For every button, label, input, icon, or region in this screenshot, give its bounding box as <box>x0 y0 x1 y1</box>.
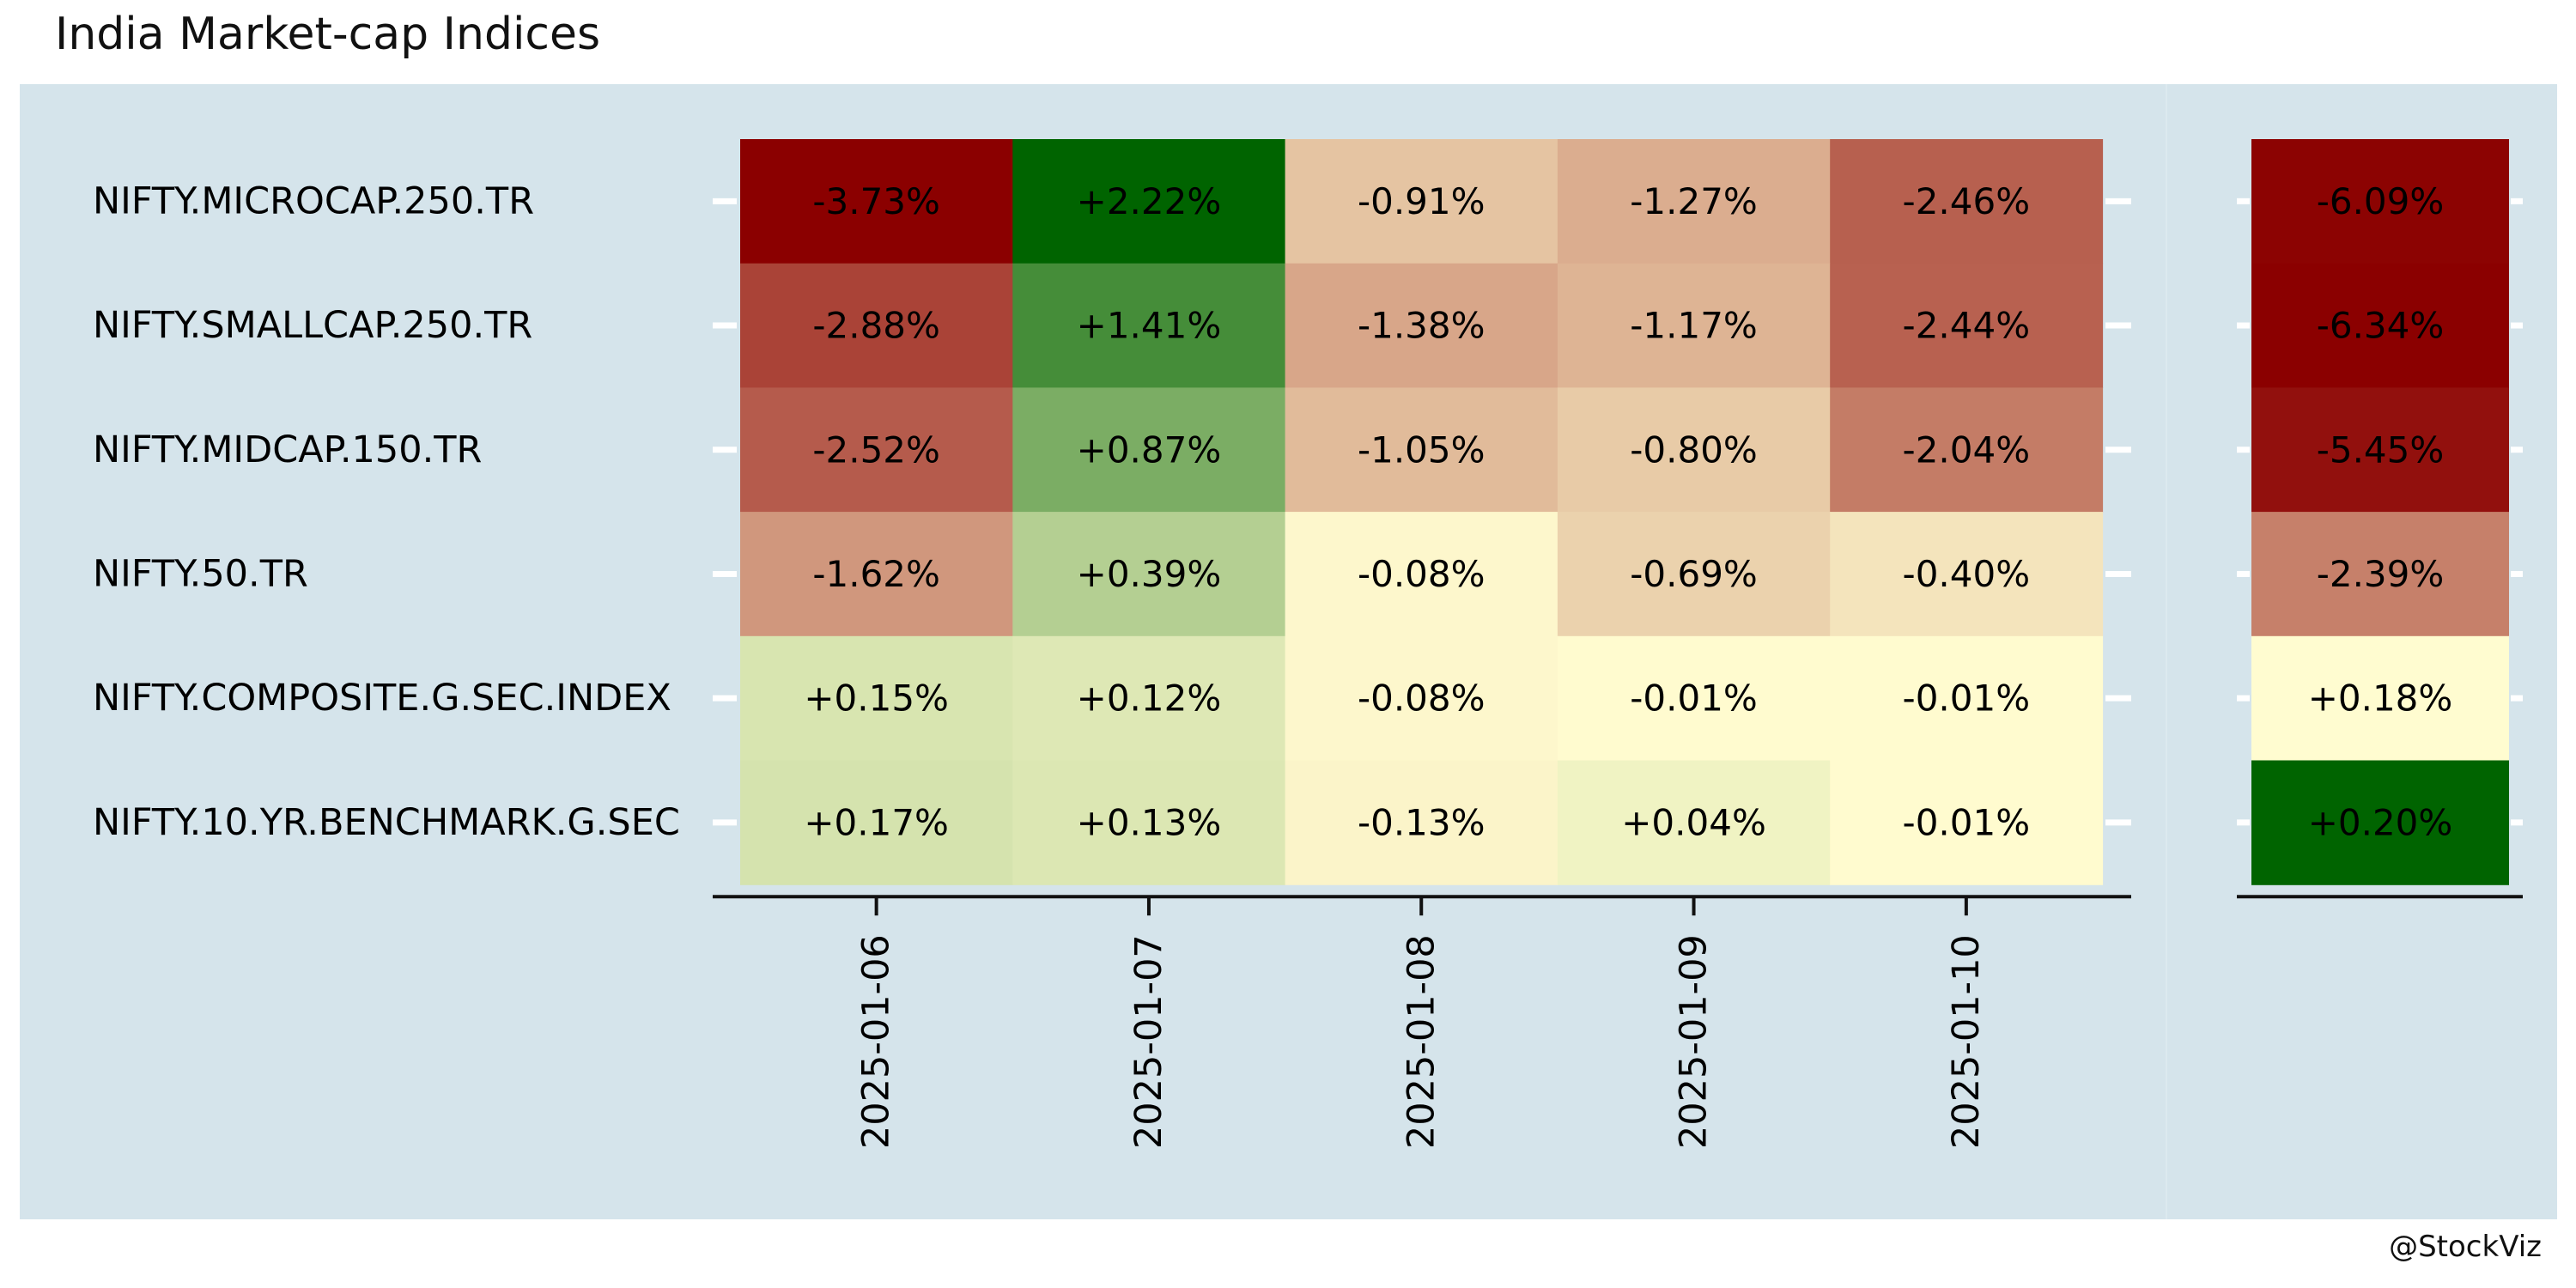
heatmap-cell <box>1830 635 2104 762</box>
heatmap-cell <box>1830 760 2104 885</box>
heatmap-cell <box>1012 635 1286 762</box>
total-value-label: -5.45% <box>2317 428 2445 471</box>
heatmap-cell <box>1285 512 1558 637</box>
total-value-label: +0.18% <box>2308 677 2453 720</box>
heatmap-cell <box>1285 635 1558 762</box>
heatmap-cell <box>1557 139 1831 264</box>
heatmap-cell <box>1557 760 1831 885</box>
heatmap-cell <box>740 263 1013 388</box>
cell-value-label: -1.62% <box>812 553 940 595</box>
heatmap-cell <box>1012 387 1286 513</box>
cell-value-label: -3.73% <box>812 180 940 222</box>
cell-value-label: -1.17% <box>1630 305 1758 347</box>
heatmap-cell <box>1830 139 2104 264</box>
heatmap-cell <box>1830 512 2104 637</box>
row-label: NIFTY.50.TR <box>93 552 308 595</box>
heatmap-cell <box>1830 263 2104 388</box>
cell-value-label: +0.39% <box>1077 553 1222 595</box>
row-label: NIFTY.SMALLCAP.250.TR <box>93 304 532 347</box>
cell-value-label: -0.40% <box>1903 553 2031 595</box>
heatmap-cell <box>1285 387 1558 513</box>
total-cell <box>2251 263 2509 388</box>
cell-value-label: -1.38% <box>1358 305 1485 347</box>
column-label: 2025-01-09 <box>1673 934 1716 1149</box>
chart-title: India Market-cap Indices <box>55 9 601 60</box>
row-label: NIFTY.MIDCAP.150.TR <box>93 428 482 471</box>
total-value-label: -2.39% <box>2317 553 2445 595</box>
heatmap-cell <box>1012 139 1286 264</box>
cell-value-label: +2.22% <box>1077 180 1222 222</box>
row-label: NIFTY.10.YR.BENCHMARK.G.SEC <box>93 801 680 844</box>
cell-value-label: +1.41% <box>1077 305 1222 347</box>
total-cell <box>2251 139 2509 264</box>
row-label: NIFTY.MICROCAP.250.TR <box>93 179 534 222</box>
heatmap-cell <box>740 139 1013 264</box>
panel-divider <box>2166 84 2167 1219</box>
heatmap-cell <box>740 635 1013 762</box>
cell-value-label: -0.80% <box>1630 428 1758 471</box>
cell-value-label: +0.13% <box>1077 801 1222 843</box>
heatmap-cell <box>1285 760 1558 885</box>
cell-value-label: -0.01% <box>1903 801 2031 843</box>
heatmap-cell <box>1012 760 1286 885</box>
main-heatmap-cells: -3.73% +2.22% -0.91% -1.27% -2.46% -2.88% +1.4… <box>740 139 2104 885</box>
cell-value-label: -2.04% <box>1903 428 2031 471</box>
heatmap-cell <box>1557 387 1831 513</box>
cell-value-label: +0.17% <box>804 801 949 843</box>
cell-value-label: -1.05% <box>1358 428 1485 471</box>
heatmap-cell <box>1830 387 2104 513</box>
cell-value-label: -2.44% <box>1903 305 2031 347</box>
total-cell <box>2251 387 2509 513</box>
cell-value-label: -0.01% <box>1630 677 1758 720</box>
cell-value-label: -1.27% <box>1630 180 1758 222</box>
column-label: 2025-01-10 <box>1945 934 1988 1149</box>
total-cell <box>2251 512 2509 637</box>
total-cell <box>2251 635 2509 762</box>
heatmap-cell <box>740 387 1013 513</box>
heatmap-cell <box>1012 263 1286 388</box>
heatmap-cell <box>1285 139 1558 264</box>
heatmap-cell <box>740 760 1013 885</box>
cell-value-label: -0.13% <box>1358 801 1485 843</box>
row-label: NIFTY.COMPOSITE.G.SEC.INDEX <box>93 677 671 720</box>
axes <box>713 197 2523 916</box>
cell-value-label: -0.08% <box>1358 677 1485 720</box>
heatmap-cell <box>1012 512 1286 637</box>
heatmap-cell <box>1285 263 1558 388</box>
cell-value-label: +0.04% <box>1621 801 1766 843</box>
cell-value-label: -0.91% <box>1358 180 1485 222</box>
source-caption: @StockViz <box>2389 1230 2542 1264</box>
cell-value-label: -0.69% <box>1630 553 1758 595</box>
cell-value-label: -2.52% <box>812 428 940 471</box>
total-value-label: -6.34% <box>2317 305 2445 347</box>
column-label: 2025-01-06 <box>855 934 898 1149</box>
cell-value-label: +0.15% <box>804 677 949 720</box>
side-heatmap-cells: -6.09% -6.34% -5.45% -2.39% +0.18% +0.20% <box>2251 139 2509 885</box>
total-value-label: -6.09% <box>2317 180 2445 222</box>
heatmap-cell <box>1557 635 1831 762</box>
heatmap-cell <box>1557 263 1831 388</box>
total-cell <box>2251 760 2509 885</box>
cell-value-label: -2.88% <box>812 305 940 347</box>
column-label: 2025-01-08 <box>1400 934 1443 1149</box>
heatmap-cell <box>740 512 1013 637</box>
cell-value-label: +0.12% <box>1077 677 1222 720</box>
column-label: 2025-01-07 <box>1127 934 1170 1149</box>
cell-value-label: +0.87% <box>1077 428 1222 471</box>
total-value-label: +0.20% <box>2308 801 2453 843</box>
column-labels: 2025-01-06 2025-01-07 2025-01-08 2025-01-09… <box>855 934 1988 1149</box>
cell-value-label: -2.46% <box>1903 180 2031 222</box>
cell-value-label: -0.01% <box>1903 677 2031 720</box>
row-labels: NIFTY.MICROCAP.250.TR NIFTY.SMALLCAP.250.… <box>93 179 680 844</box>
heatmap-cell <box>1557 512 1831 637</box>
cell-value-label: -0.08% <box>1358 553 1485 595</box>
